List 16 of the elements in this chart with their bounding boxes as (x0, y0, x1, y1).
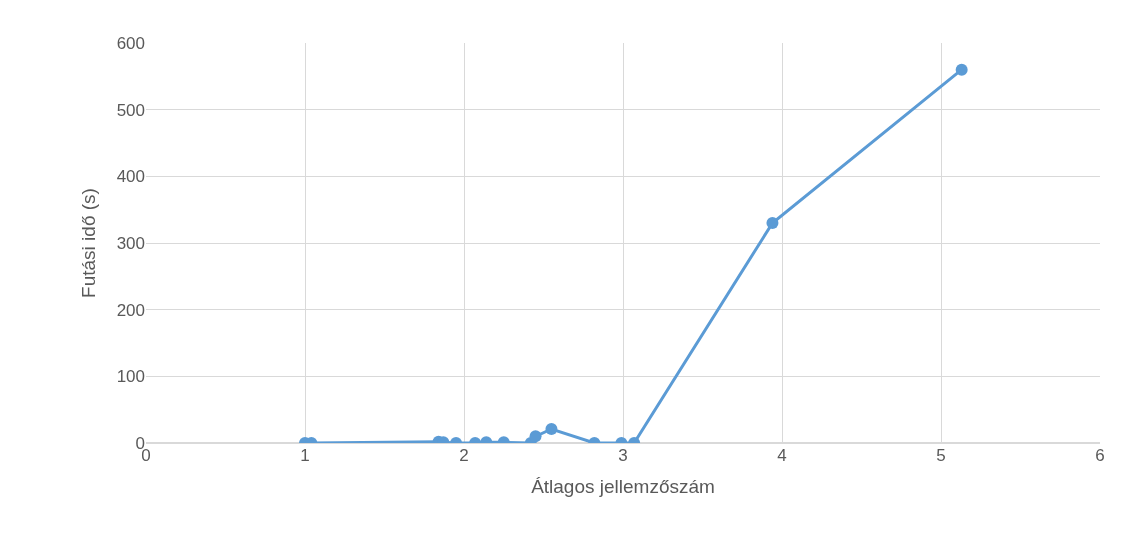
point (955, 63, 968, 76)
x-axis-title: Átlagos jellemzőszám (531, 475, 715, 497)
x-tick-label: 6 (1095, 446, 1105, 465)
x-tick-label: 3 (618, 446, 628, 465)
y-tick-label: 400 (116, 167, 145, 187)
y-tick-label: 300 (116, 233, 145, 253)
y-tick-label: 600 (116, 33, 145, 53)
x-tick-label: 1 (300, 446, 310, 465)
y-axis-title: Futási idő (s) (78, 188, 100, 298)
y-tick-label: 500 (116, 100, 145, 120)
point (766, 217, 779, 229)
x-tick-label: 2 (459, 446, 469, 465)
x-tick-label: 4 (777, 446, 787, 465)
y-tick-label: 200 (116, 300, 145, 320)
y-tick-label: 100 (116, 367, 145, 387)
x-tick-label: 5 (936, 446, 946, 465)
